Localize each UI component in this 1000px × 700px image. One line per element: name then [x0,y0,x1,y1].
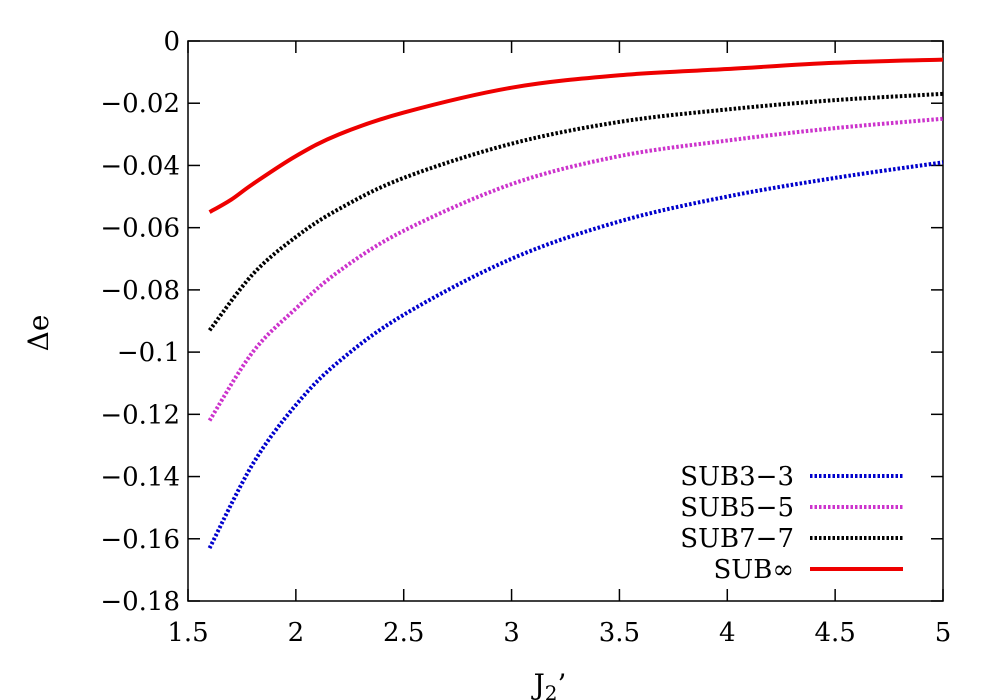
plot-frame [187,40,944,602]
series-line-2 [207,116,944,422]
y-tick-label: 0 [163,27,180,57]
legend-label: SUB∞ [714,555,795,585]
y-tick-label: −0.1 [117,338,180,368]
x-tick-label: 1.5 [167,618,208,648]
series-line-3 [207,91,944,332]
y-tick-label: −0.14 [100,463,180,493]
x-axis-title-suffix: ’ [558,668,567,700]
series-line-4 [208,57,944,214]
x-axis-title-main: J [531,668,545,700]
y-tick-label: −0.04 [100,151,180,181]
y-tick-label: −0.16 [100,525,180,555]
x-tick-label: 2.5 [383,618,424,648]
x-tick-label: 3.5 [599,618,640,648]
x-tick-label: 5 [935,618,952,648]
y-axis-title: Δe [22,315,55,352]
legend-label: SUB7−7 [680,524,794,554]
y-tick-label: −0.12 [100,400,180,430]
x-axis-title: J2’ [531,668,567,700]
legend-label: SUB3−3 [680,462,794,492]
series-group [207,57,944,550]
x-tick-label: 4.5 [814,618,855,648]
legend-label: SUB5−5 [680,493,794,523]
y-tick-label: −0.06 [100,214,180,244]
x-tick-label: 2 [288,618,305,648]
y-tick-label: −0.08 [100,276,180,306]
y-tick-label: −0.02 [100,89,180,119]
axis-ticks: 0 −0.02 −0.04 −0.06 −0.08 −0.1 −0.12 −0.14 −0.16… [100,27,951,648]
series-line-1 [207,160,944,550]
x-tick-label: 3 [503,618,520,648]
x-tick-label: 4 [719,618,736,648]
x-axis-title-subscript: 2 [545,681,558,700]
y-tick-label: −0.18 [100,587,180,617]
